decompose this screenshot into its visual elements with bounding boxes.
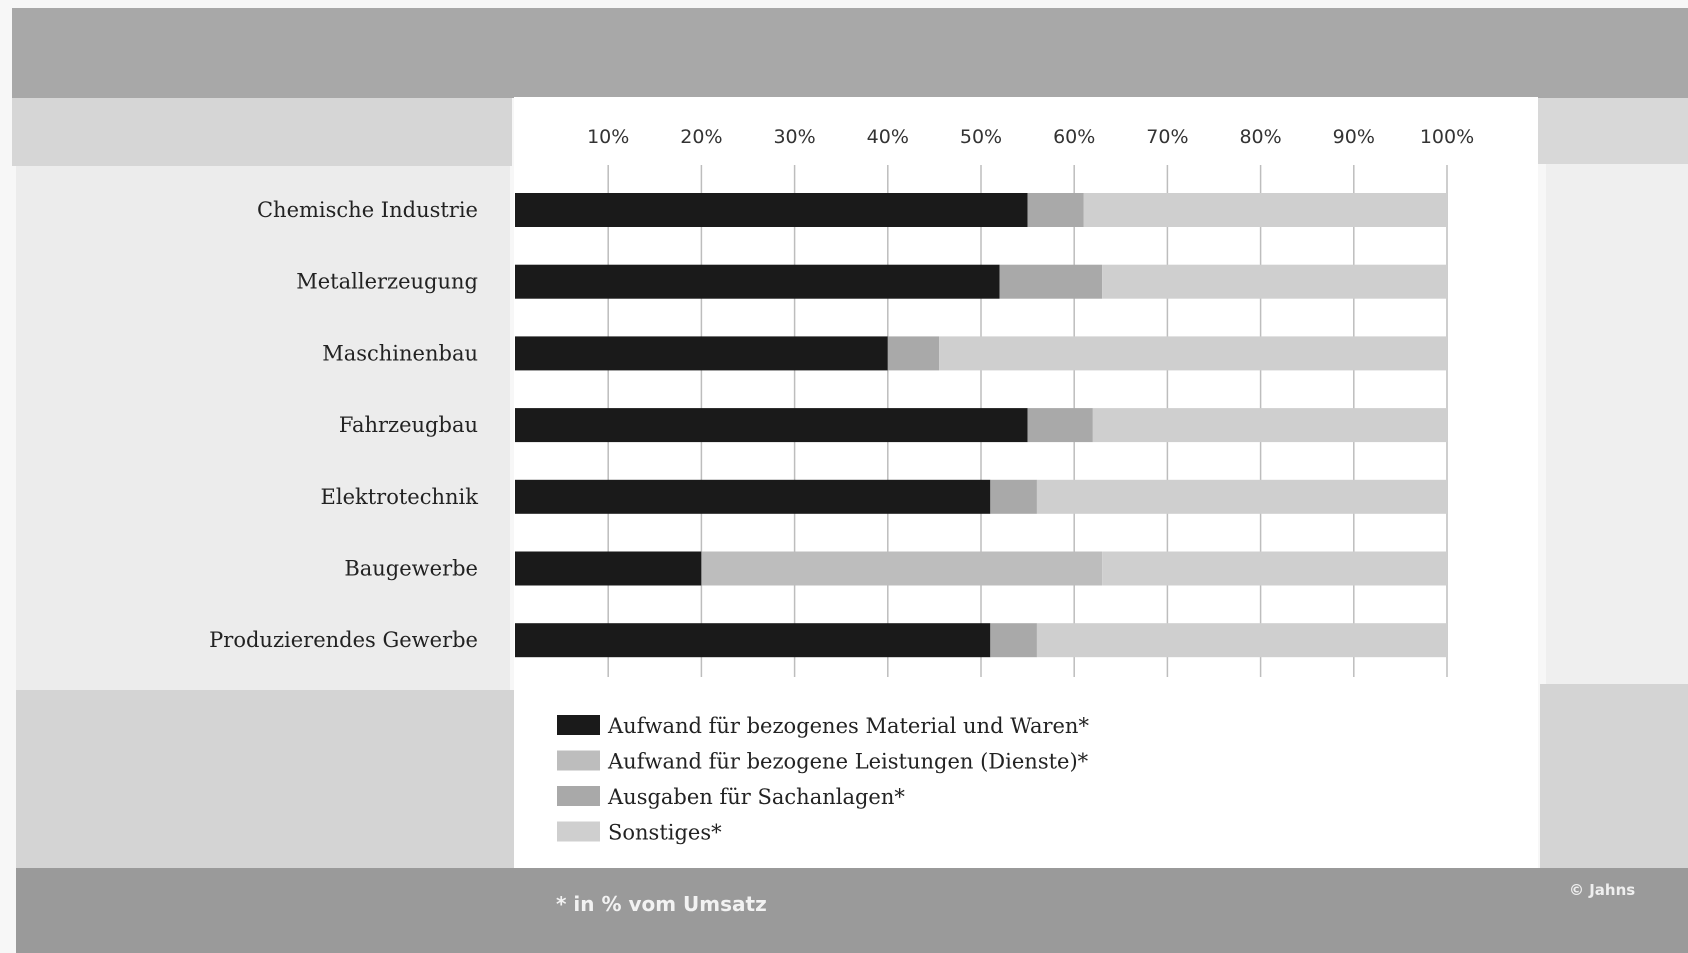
category-label: Elektrotechnik [321,485,479,509]
bar-segment [515,408,1028,443]
x-tick-label: 80% [1239,126,1281,148]
x-tick-label: 90% [1333,126,1375,148]
right-header-strip [1536,98,1688,164]
bar-segment [1083,193,1447,227]
bar-segment [1036,479,1447,514]
legend-swatch [557,786,600,806]
legend-label: Aufwand für bezogene Leistungen (Dienste… [607,750,1089,774]
legend: Aufwand für bezogenes Material und Waren… [557,714,1089,845]
bar-segment [515,193,1028,227]
x-tick-label: 30% [773,126,815,148]
legend-swatch [557,715,600,735]
category-labels: Chemische Industrie Metallerzeugung Maschi… [209,198,478,652]
x-tick-label: 100% [1420,126,1474,148]
right-side-panel [1546,164,1688,684]
bar-segment [999,264,1103,299]
bottom-band [16,868,1688,953]
x-axis-ticks: 10% 20% 30% 40% 50% 60% 70% 80% 90% 100% [587,126,1474,148]
x-tick-label: 60% [1053,126,1095,148]
x-tick-label: 70% [1146,126,1188,148]
bar-segment [990,479,1037,514]
legend-label: Ausgaben für Sachanlagen* [607,785,905,809]
bar-segment [990,623,1037,658]
bar-segment [1036,623,1447,658]
legend-label: Sonstiges* [608,821,722,845]
category-label: Produzierendes Gewerbe [209,628,478,652]
bar-segment [1102,551,1447,586]
bar-segment [515,264,1000,299]
bar-segment [701,551,1103,586]
x-tick-label: 20% [680,126,722,148]
footnote: * in % vom Umsatz [556,892,767,916]
bar-layer [515,193,1447,658]
bar-segment [1092,408,1447,443]
legend-swatch [557,750,600,771]
category-label: Maschinenbau [322,341,478,365]
bar-segment [515,551,702,586]
left-header-strip [12,98,512,166]
top-band [12,8,1688,98]
x-tick-label: 40% [867,126,909,148]
bar-segment [515,336,888,371]
category-label: Fahrzeugbau [339,413,478,437]
x-tick-label: 10% [587,126,629,148]
right-footer-panel [1540,684,1688,868]
bar-segment [515,479,991,514]
legend-label: Aufwand für bezogenes Material und Waren… [607,714,1089,738]
category-label-panel [16,166,510,690]
bar-segment [515,623,991,658]
left-footer-panel [16,690,516,868]
x-tick-label: 50% [960,126,1002,148]
bar-segment [1027,193,1084,227]
legend-swatch [557,821,600,842]
category-label: Chemische Industrie [257,198,478,222]
bar-segment [887,336,940,371]
bar-segment [1027,408,1093,443]
bar-segment [939,336,1447,371]
category-label: Baugewerbe [344,557,478,581]
category-label: Metallerzeugung [296,270,478,294]
bar-segment [1102,264,1447,299]
copyright-credit: © Jahns [1569,881,1636,899]
